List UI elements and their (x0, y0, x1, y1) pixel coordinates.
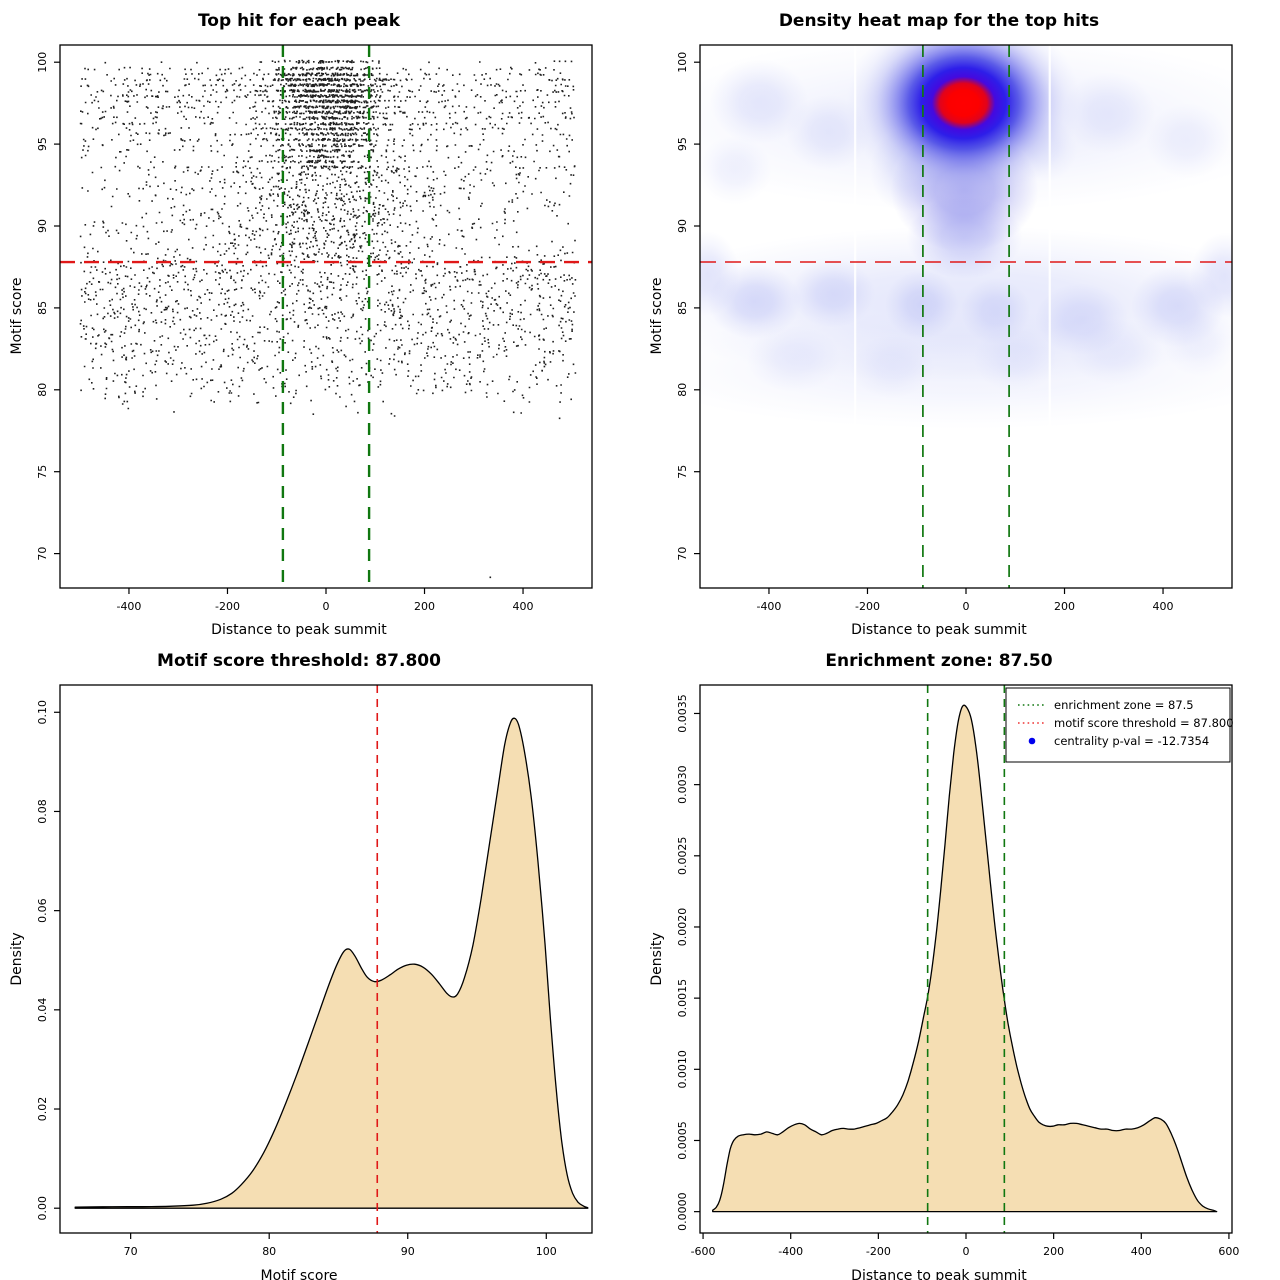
y-tick-label: 0.06 (36, 898, 49, 923)
y-tick-label: 85 (676, 301, 689, 315)
plot-border (59, 684, 593, 1234)
heatmap-blob (791, 258, 875, 328)
y-tick-label: 0.0030 (676, 765, 689, 804)
density-curve (74, 717, 589, 1209)
y-tick-label: 90 (676, 219, 689, 233)
legend-entry-0: enrichment zone = 87.5 (1018, 698, 1194, 712)
heatmap-blob (1069, 319, 1164, 385)
density-curve (712, 704, 1218, 1213)
x-tick-label: 400 (1131, 1245, 1152, 1258)
scatter-plot: -400 -200 0 200 400 70 75 80 85 90 95 100 (36, 44, 593, 613)
x-tick-label: 200 (1043, 1245, 1064, 1258)
axes: 70 80 90 100 0.00 0.02 0.04 0.06 0.08 0.10 (36, 700, 557, 1258)
y-tick-label: 100 (676, 52, 689, 73)
x-tick-label: 0 (323, 600, 330, 613)
legend-label: enrichment zone = 87.5 (1054, 698, 1194, 712)
y-tick-label: 0.10 (36, 700, 49, 725)
x-tick-label: 0 (963, 600, 970, 613)
x-tick-label: -200 (215, 600, 240, 613)
axes: -400 -200 0 200 400 70 75 80 85 90 95 100 (676, 52, 1174, 613)
x-tick-label: 80 (262, 1245, 276, 1258)
legend: enrichment zone = 87.5 motif score thresh… (1005, 687, 1234, 763)
x-tick-label: 400 (1153, 600, 1174, 613)
heatmap-blob (884, 270, 959, 340)
x-tick-label: -600 (691, 1245, 716, 1258)
axes: -400 -200 0 200 400 70 75 80 85 90 95 100 (36, 52, 534, 613)
x-tick-label: 600 (1218, 1245, 1239, 1258)
heatmap-blob (700, 230, 740, 317)
plot-border (699, 684, 1233, 1234)
x-tick-label: -200 (866, 1245, 891, 1258)
x-tick-label: 70 (124, 1245, 138, 1258)
heatmap-blob (906, 196, 1023, 279)
y-tick-label: 75 (676, 465, 689, 479)
heatmap-blob (1190, 232, 1232, 318)
plot-border (699, 44, 1233, 589)
heatmap-blob (973, 325, 1058, 392)
plot-border (59, 44, 593, 589)
y-tick-label: 0.0020 (676, 908, 689, 947)
y-tick-label: 0.04 (36, 998, 49, 1023)
motif-score-density-plot: 70 80 90 100 0.00 0.02 0.04 0.06 0.08 0.10 (36, 684, 593, 1258)
legend-label: motif score threshold = 87.800 (1054, 716, 1234, 730)
y-tick-label: 70 (676, 547, 689, 561)
heatmap-blob (1145, 103, 1230, 179)
y-tick-label: 0.00 (36, 1196, 49, 1221)
y-tick-label: 75 (36, 465, 49, 479)
legend-entry-1: motif score threshold = 87.800 (1018, 716, 1234, 730)
x-tick-label: -400 (778, 1245, 803, 1258)
y-tick-label: 90 (36, 219, 49, 233)
x-tick-label: 100 (536, 1245, 557, 1258)
x-tick-label: -400 (116, 600, 141, 613)
y-tick-label: 80 (36, 383, 49, 397)
heatmap-blob (709, 58, 809, 145)
x-tick-label: 400 (513, 600, 534, 613)
heatmap-blob (850, 335, 934, 398)
x-tick-label: 200 (414, 600, 435, 613)
legend-entry-2: centrality p-val = -12.7354 (1028, 734, 1209, 748)
heatmap-plot: -400 -200 0 200 400 70 75 80 85 90 95 100 (676, 44, 1233, 613)
heatmap-blob (1163, 307, 1232, 377)
distance-density-plot: enrichment zone = 87.5 motif score thresh… (676, 684, 1239, 1258)
x-tick-label: -200 (855, 600, 880, 613)
legend-label: centrality p-val = -12.7354 (1054, 734, 1209, 748)
y-tick-label: 0.0025 (676, 837, 689, 876)
legend-dot-icon (1028, 737, 1036, 745)
y-tick-label: 0.0015 (676, 979, 689, 1018)
legend-box (1005, 687, 1231, 763)
y-tick-label: 95 (36, 137, 49, 151)
heatmap-blob (1062, 72, 1156, 154)
heatmap-blob (700, 135, 772, 205)
scatter-points (79, 59, 577, 579)
y-tick-label: 100 (36, 52, 49, 73)
y-tick-label: 85 (36, 301, 49, 315)
heatmap-core-blob (846, 45, 1081, 202)
y-tick-label: 70 (36, 547, 49, 561)
y-tick-label: 95 (676, 137, 689, 151)
heatmap-blobs (700, 45, 1232, 588)
x-tick-label: 0 (963, 1245, 970, 1258)
y-tick-label: 0.0010 (676, 1050, 689, 1089)
x-tick-label: 200 (1054, 600, 1075, 613)
y-tick-label: 80 (676, 383, 689, 397)
x-tick-label: -400 (756, 600, 781, 613)
heatmap-blob (746, 325, 841, 392)
y-tick-label: 0.0005 (676, 1121, 689, 1160)
y-tick-label: 0.0035 (676, 694, 689, 733)
y-tick-label: 0.0000 (676, 1192, 689, 1231)
x-tick-label: 90 (401, 1245, 415, 1258)
y-tick-label: 0.02 (36, 1097, 49, 1122)
y-tick-label: 0.08 (36, 799, 49, 824)
axes: -600 -400 -200 0 200 400 600 0.0000 0.0005 0.0010… (676, 694, 1239, 1258)
